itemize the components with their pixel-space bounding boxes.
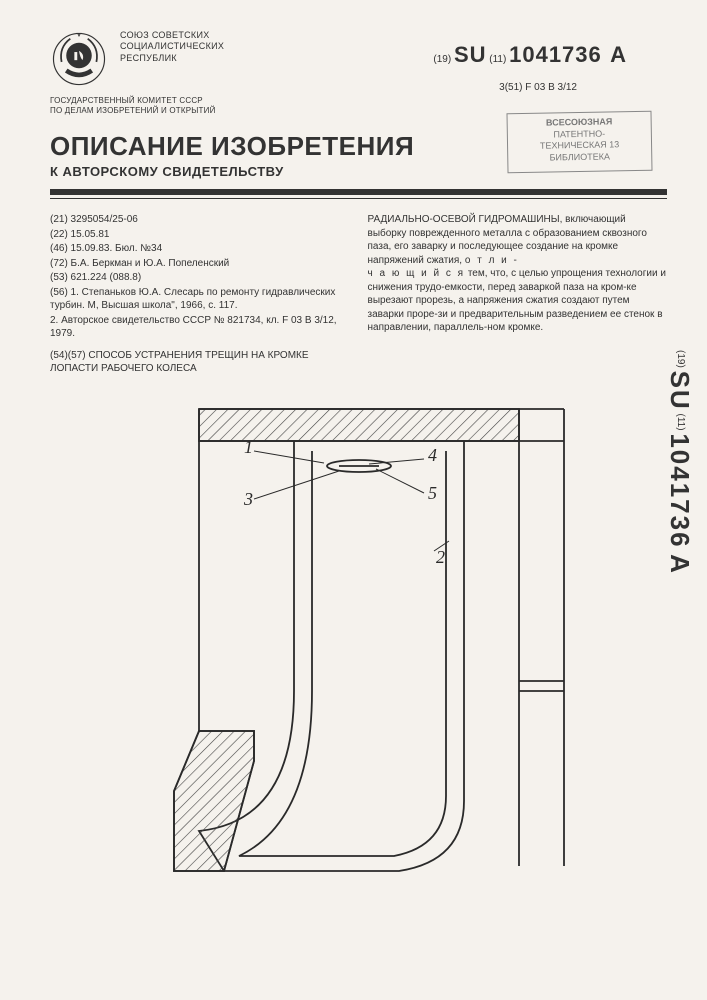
- field-21: (21) 3295054/25-06: [50, 213, 350, 227]
- abstract-title: (54)(57) СПОСОБ УСТРАНЕНИЯ ТРЕЩИН НА КРО…: [50, 349, 350, 376]
- figure-label-5: 5: [428, 483, 437, 503]
- library-stamp: ВСЕСОЮЗНАЯ ПАТЕНТНО- ТЕХНИЧЕСКАЯ 13 БИБЛ…: [506, 111, 652, 174]
- divider-thin: [50, 198, 667, 199]
- figure-label-2: 2: [436, 547, 445, 567]
- field-22: (22) 15.05.81: [50, 228, 350, 242]
- figure-label-1: 1: [244, 437, 253, 457]
- bibliographic-body: (21) 3295054/25-06 (22) 15.05.81 (46) 15…: [50, 213, 667, 377]
- publication-code: (19) SU (11) 1041736 A: [433, 42, 627, 68]
- technical-drawing: 1 3 4 5 2: [50, 391, 667, 896]
- field-56-1: (56) 1. Степаньков Ю.А. Слесарь по ремон…: [50, 286, 350, 313]
- figure-label-4: 4: [428, 445, 437, 465]
- field-53: (53) 621.224 (088.8): [50, 271, 350, 285]
- field-56-2: 2. Авторское свидетельство СССР № 821734…: [50, 314, 350, 341]
- figure-label-3: 3: [243, 489, 253, 509]
- state-emblem: [50, 30, 108, 88]
- field-46: (46) 15.09.83. Бюл. №34: [50, 242, 350, 256]
- side-publication-code: (19) SU (11) 1041736 A: [664, 350, 695, 575]
- country-name: СОЮЗ СОВЕТСКИХ СОЦИАЛИСТИЧЕСКИХ РЕСПУБЛИ…: [120, 30, 224, 64]
- classification-code: 3(51) F 03 B 3/12: [499, 82, 577, 93]
- divider-thick: [50, 189, 667, 195]
- field-72: (72) Б.А. Беркман и Ю.А. Попеленский: [50, 257, 350, 271]
- abstract-body: РАДИАЛЬНО-ОСЕВОЙ ГИДРОМАШИНЫ, включающий…: [368, 213, 668, 335]
